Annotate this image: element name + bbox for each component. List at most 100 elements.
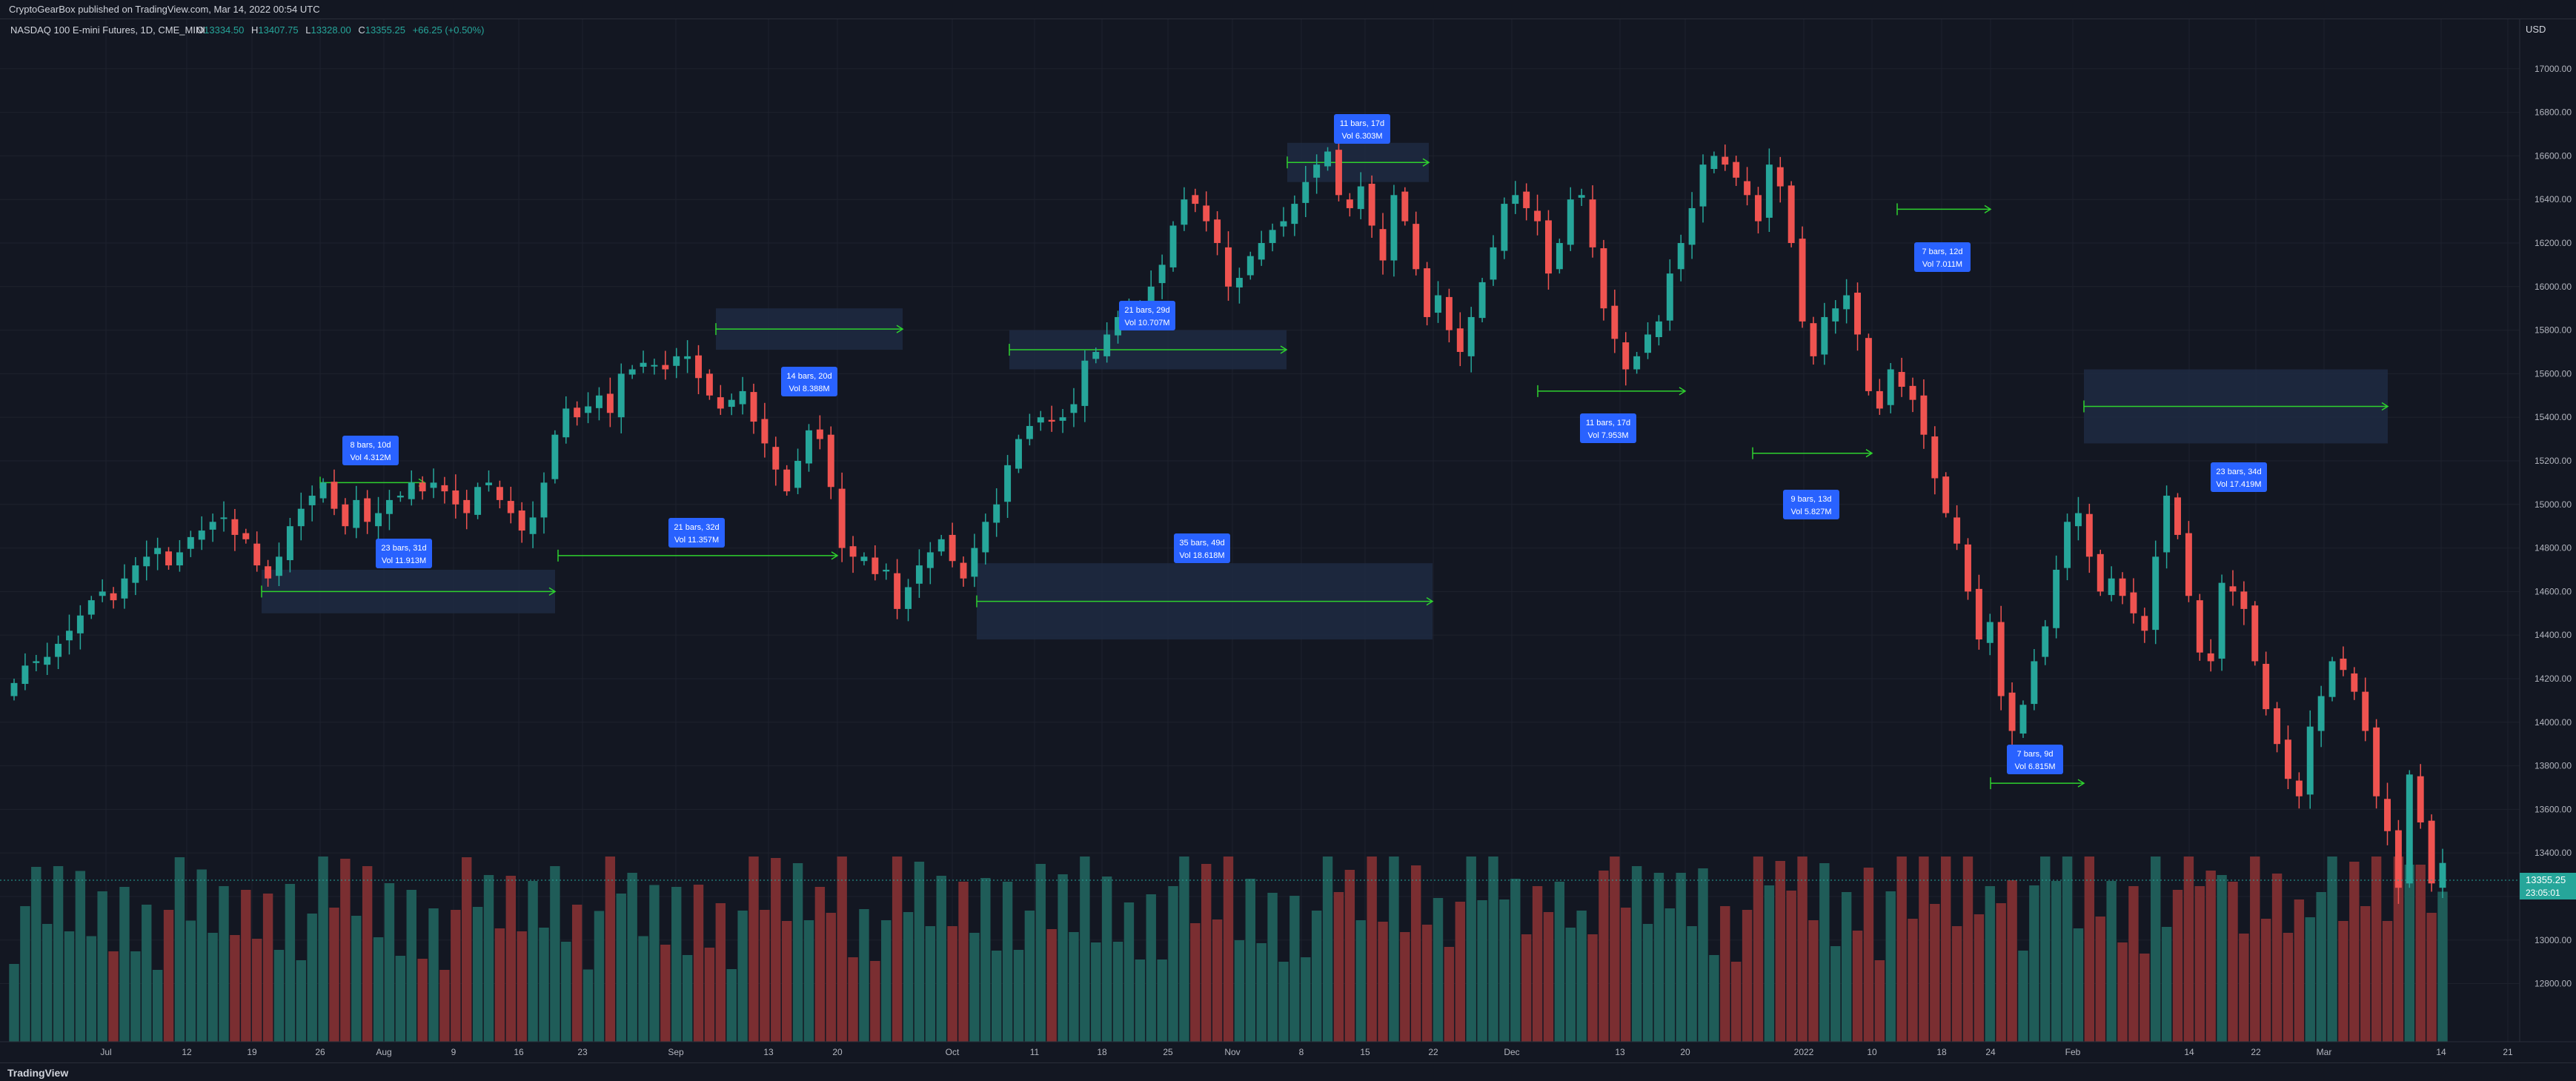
- candle-body: [2174, 497, 2181, 535]
- measure-arrow-head: [1984, 204, 1992, 214]
- time-axis[interactable]: Jul 12 19 26 Aug 9 16 23 Sep 13 20 Oct 11 18 25 Nov 8 15 2…: [0, 1041, 2576, 1057]
- measure-label[interactable]: 11 bars, 17d Vol 7.953M: [1580, 413, 1636, 443]
- volume-bar: [262, 894, 273, 1042]
- volume-bar: [528, 881, 538, 1042]
- volume-bar: [439, 970, 450, 1042]
- open-value: 13334.50: [204, 24, 244, 36]
- candle-body: [1379, 229, 1387, 261]
- volume-bar: [1951, 926, 1962, 1042]
- measure-label[interactable]: 7 bars, 12d Vol 7.011M: [1914, 242, 1971, 272]
- candle-body: [441, 485, 448, 492]
- candle-body: [331, 482, 338, 509]
- high-label: H: [251, 24, 258, 36]
- candle-body: [1004, 465, 1012, 502]
- measure-label[interactable]: 14 bars, 20d Vol 8.388M: [781, 367, 837, 396]
- volume-bar: [1455, 902, 1466, 1042]
- candlestick-chart[interactable]: 8 bars, 10d Vol 4.312M 23 bars, 31d Vol 11.…: [0, 19, 2576, 1062]
- time-tick-label: 11: [1030, 1047, 1040, 1057]
- candle-body: [2340, 658, 2347, 671]
- candle-body: [33, 661, 40, 663]
- time-tick-label: Nov: [1224, 1047, 1240, 1057]
- measure-label[interactable]: 21 bars, 29d Vol 10.707M: [1119, 301, 1175, 330]
- candle-body: [66, 631, 73, 641]
- volume-bar: [1201, 864, 1212, 1042]
- candle-body: [1986, 622, 1994, 643]
- candle-body: [2042, 626, 2049, 657]
- time-tick-label: 22: [2251, 1047, 2261, 1057]
- volume-bar: [859, 909, 869, 1042]
- volume-bar: [980, 878, 991, 1042]
- publisher-bar: CryptoGearBox published on TradingView.c…: [0, 0, 2576, 19]
- volume-bar: [1389, 857, 1399, 1042]
- ohlc-values: O13334.50 H13407.75 L13328.00 C13355.25 …: [196, 24, 484, 36]
- measure-arrow-head: [2381, 402, 2389, 411]
- candle-body: [2108, 578, 2115, 596]
- measure-label[interactable]: 35 bars, 49d Vol 18.618M: [1174, 533, 1230, 563]
- volume-bar: [1621, 908, 1631, 1042]
- volume-bar: [1720, 906, 1730, 1042]
- candle-body: [1490, 247, 1497, 280]
- measure-arrow-head: [1426, 596, 1434, 606]
- measure-label[interactable]: 21 bars, 32d Vol 11.357M: [668, 518, 725, 548]
- volume-bar: [2029, 885, 2039, 1042]
- candle-body: [2031, 661, 2038, 705]
- measure-label[interactable]: 8 bars, 10d Vol 4.312M: [342, 436, 399, 465]
- candle-body: [982, 522, 989, 553]
- candle-body: [1655, 321, 1662, 337]
- measure-label[interactable]: 23 bars, 34d Vol 17.419M: [2211, 462, 2267, 492]
- candle-body: [1269, 230, 1276, 243]
- volume-bar: [517, 931, 527, 1042]
- candle-body: [1280, 221, 1287, 227]
- price-tick-label: 14400.00: [2534, 630, 2572, 640]
- tradingview-logo-icon[interactable]: TradingView: [7, 1067, 68, 1079]
- volume-bar: [925, 926, 936, 1042]
- volume-bar: [53, 866, 64, 1042]
- candle-body: [2218, 582, 2225, 659]
- volume-bar: [1631, 866, 1642, 1042]
- volume-bar: [561, 942, 571, 1042]
- time-tick-label: 26: [315, 1047, 325, 1057]
- candle-body: [574, 408, 581, 418]
- measure-label[interactable]: 9 bars, 13d Vol 5.827M: [1783, 490, 1839, 519]
- measure-label-bg: [376, 539, 432, 568]
- measure-arrow-head: [831, 551, 839, 560]
- candle-body: [1942, 476, 1950, 513]
- measure-label-bg: [2007, 745, 2063, 774]
- measure-label[interactable]: 23 bars, 31d Vol 11.913M: [376, 539, 432, 568]
- candle-body: [452, 490, 459, 505]
- candle-body: [10, 682, 18, 696]
- volume-bar: [2095, 917, 2105, 1042]
- price-axis[interactable]: 12800.0013000.0013200.0013400.0013600.00…: [2519, 19, 2576, 1042]
- volume-bar: [571, 905, 582, 1042]
- measure-label[interactable]: 11 bars, 17d Vol 6.303M: [1334, 114, 1390, 144]
- volume-bar: [2084, 857, 2095, 1042]
- volume-bar: [2382, 921, 2393, 1042]
- measure-label[interactable]: 7 bars, 9d Vol 6.815M: [2007, 745, 2063, 774]
- candle-body: [319, 482, 327, 499]
- volume-bar: [914, 862, 925, 1042]
- volume-bar: [1962, 857, 1974, 1042]
- measure-label-bars: 23 bars, 31d: [381, 544, 426, 553]
- time-tick-label: 15: [1360, 1047, 1370, 1057]
- time-tick-label: 14: [2436, 1047, 2446, 1057]
- volume-bar: [958, 882, 969, 1042]
- time-tick-label: 24: [1985, 1047, 1996, 1057]
- volume-bar: [2415, 865, 2426, 1042]
- volume-bar: [2205, 871, 2216, 1042]
- price-tick-label: 14200.00: [2534, 673, 2572, 684]
- volume-bar: [1576, 911, 1587, 1042]
- volume-bar: [351, 916, 362, 1042]
- volume-bar: [814, 887, 826, 1042]
- volume-bar: [2404, 865, 2415, 1042]
- candle-body: [1147, 286, 1155, 309]
- volume-bar: [638, 936, 648, 1042]
- candle-body: [265, 566, 272, 579]
- candle-body: [1401, 191, 1409, 222]
- candle-body: [518, 510, 525, 531]
- measure-label-volume: Vol 7.953M: [1587, 431, 1628, 440]
- volume-bar: [152, 970, 163, 1042]
- volume-bar: [837, 857, 847, 1042]
- candle-body: [1710, 156, 1718, 170]
- candle-body: [1048, 419, 1055, 422]
- candle-body: [761, 419, 769, 444]
